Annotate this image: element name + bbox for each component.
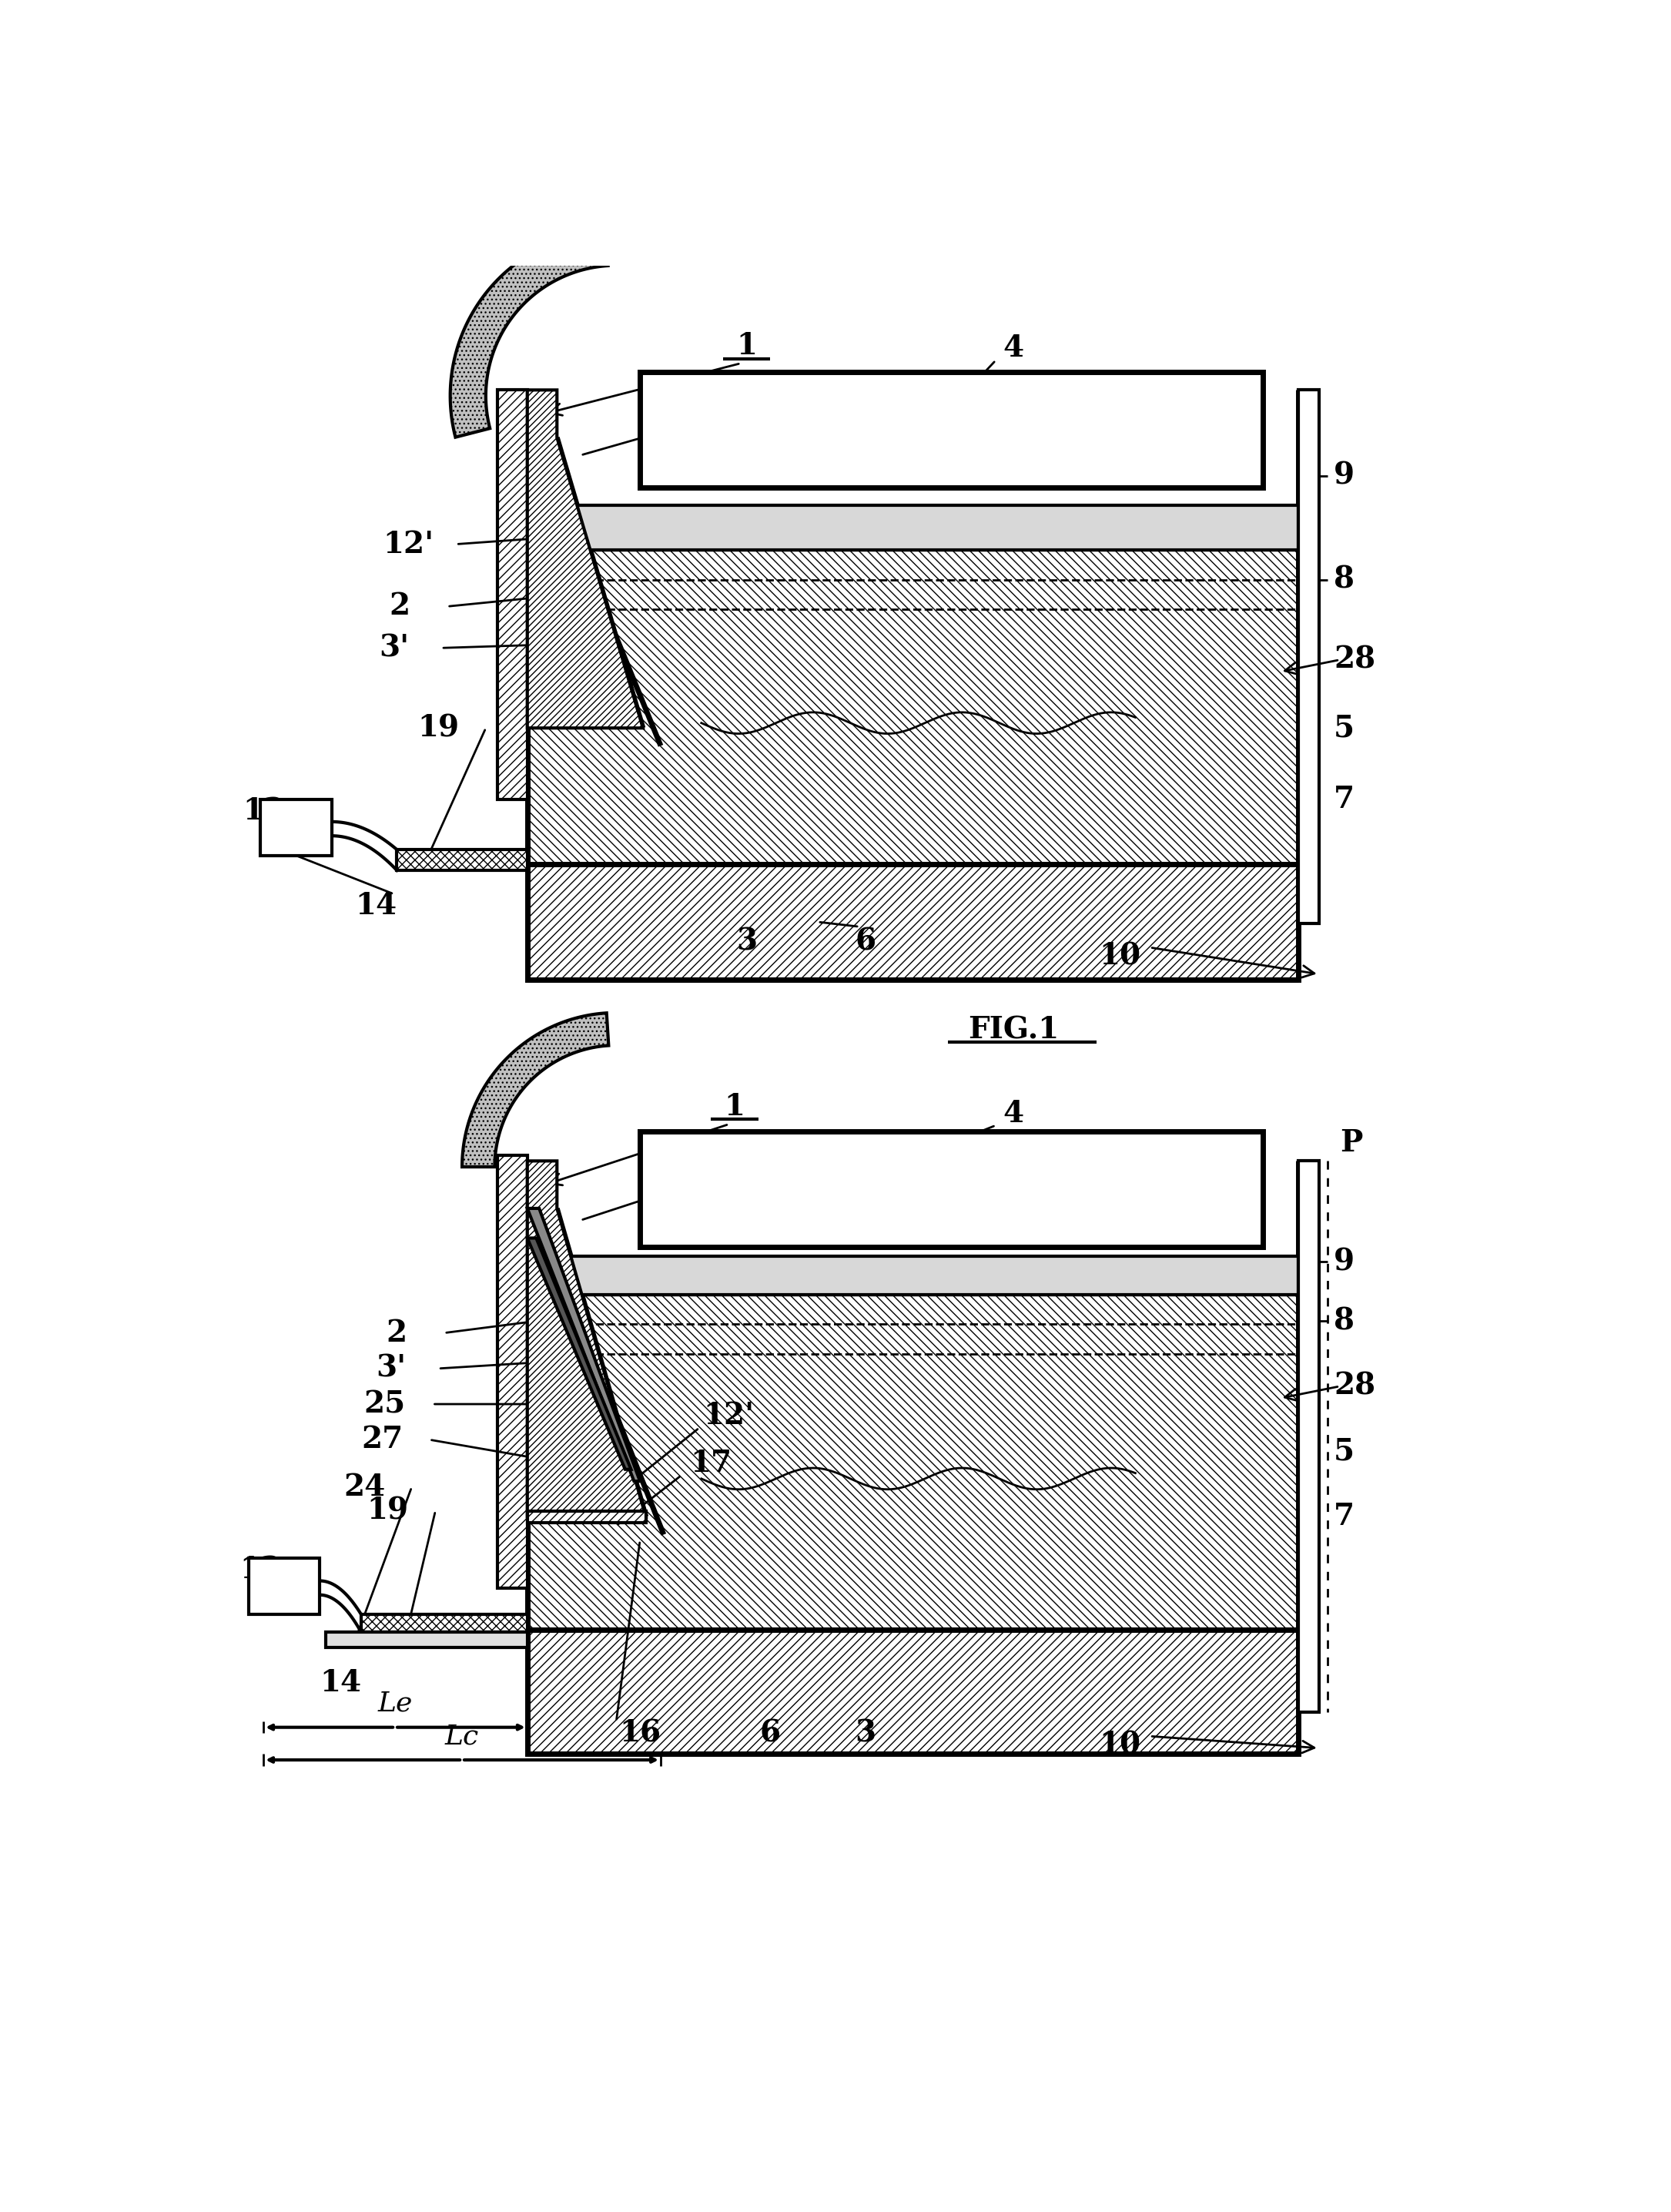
Text: 5: 5 <box>1333 714 1355 743</box>
Text: 4: 4 <box>1003 334 1024 363</box>
Polygon shape <box>528 389 643 728</box>
Text: 14: 14 <box>356 891 398 920</box>
Polygon shape <box>449 230 608 438</box>
Bar <box>249 1557 319 1615</box>
Bar <box>528 1256 1298 1294</box>
Polygon shape <box>528 1294 1298 1630</box>
Text: 12: 12 <box>750 385 792 414</box>
Text: 1: 1 <box>725 1093 745 1121</box>
Text: 14: 14 <box>319 1668 361 1697</box>
Bar <box>1298 389 1318 925</box>
Text: 1: 1 <box>737 332 757 361</box>
Text: 12': 12' <box>703 1402 754 1431</box>
Text: 13: 13 <box>239 1555 281 1584</box>
Bar <box>640 1130 1263 1248</box>
Text: 3: 3 <box>856 1719 876 1747</box>
Bar <box>326 1632 528 1648</box>
Text: 17: 17 <box>690 1449 732 1478</box>
Text: 8: 8 <box>1333 564 1355 595</box>
Text: 12': 12' <box>383 529 434 560</box>
Bar <box>528 507 1298 551</box>
Polygon shape <box>528 1161 647 1517</box>
Text: 7: 7 <box>1333 785 1355 814</box>
Text: FIG.1: FIG.1 <box>968 1015 1059 1044</box>
Text: 4: 4 <box>1003 1099 1024 1128</box>
Text: 9: 9 <box>1333 462 1355 491</box>
Bar <box>498 1155 528 1588</box>
Text: 25: 25 <box>364 1389 406 1418</box>
Polygon shape <box>528 551 1298 865</box>
Bar <box>498 389 528 799</box>
Text: 2: 2 <box>386 1318 408 1347</box>
Text: 10: 10 <box>1100 1730 1141 1761</box>
Bar <box>1298 1161 1318 1712</box>
Text: 2: 2 <box>389 593 411 622</box>
Text: 19: 19 <box>368 1495 409 1526</box>
Bar <box>528 1511 647 1522</box>
Text: 9: 9 <box>1333 1248 1355 1276</box>
Bar <box>361 1615 528 1632</box>
Text: 28: 28 <box>1333 1371 1375 1400</box>
Text: 10: 10 <box>1100 942 1141 971</box>
Text: Lc: Lc <box>444 1723 480 1750</box>
Text: P: P <box>1340 1128 1362 1157</box>
Text: 3': 3' <box>379 633 409 664</box>
Text: 7: 7 <box>1333 1502 1355 1531</box>
Text: Le: Le <box>378 1690 413 1717</box>
Text: 13: 13 <box>242 796 284 825</box>
Text: 5: 5 <box>1333 1438 1355 1467</box>
Text: 24: 24 <box>343 1473 384 1502</box>
Text: 28: 28 <box>1333 646 1375 675</box>
Bar <box>528 1630 1298 1754</box>
Text: 3': 3' <box>376 1354 406 1382</box>
Text: 8: 8 <box>1333 1307 1355 1336</box>
Text: 19: 19 <box>418 714 460 743</box>
Bar <box>261 799 331 856</box>
Text: 6: 6 <box>760 1719 780 1747</box>
Text: 16: 16 <box>620 1719 660 1747</box>
Bar <box>640 372 1263 489</box>
Text: 12: 12 <box>737 1146 779 1175</box>
Polygon shape <box>528 1208 640 1482</box>
Bar <box>528 865 1298 980</box>
Polygon shape <box>463 1013 608 1168</box>
Bar <box>398 849 528 869</box>
Polygon shape <box>528 1239 632 1469</box>
Text: 27: 27 <box>361 1425 403 1453</box>
Text: 3: 3 <box>737 927 757 956</box>
Text: 6: 6 <box>856 927 876 956</box>
